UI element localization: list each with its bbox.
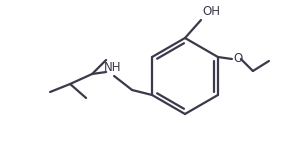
Text: NH: NH bbox=[104, 61, 122, 74]
Text: O: O bbox=[233, 52, 242, 66]
Text: OH: OH bbox=[202, 5, 220, 18]
